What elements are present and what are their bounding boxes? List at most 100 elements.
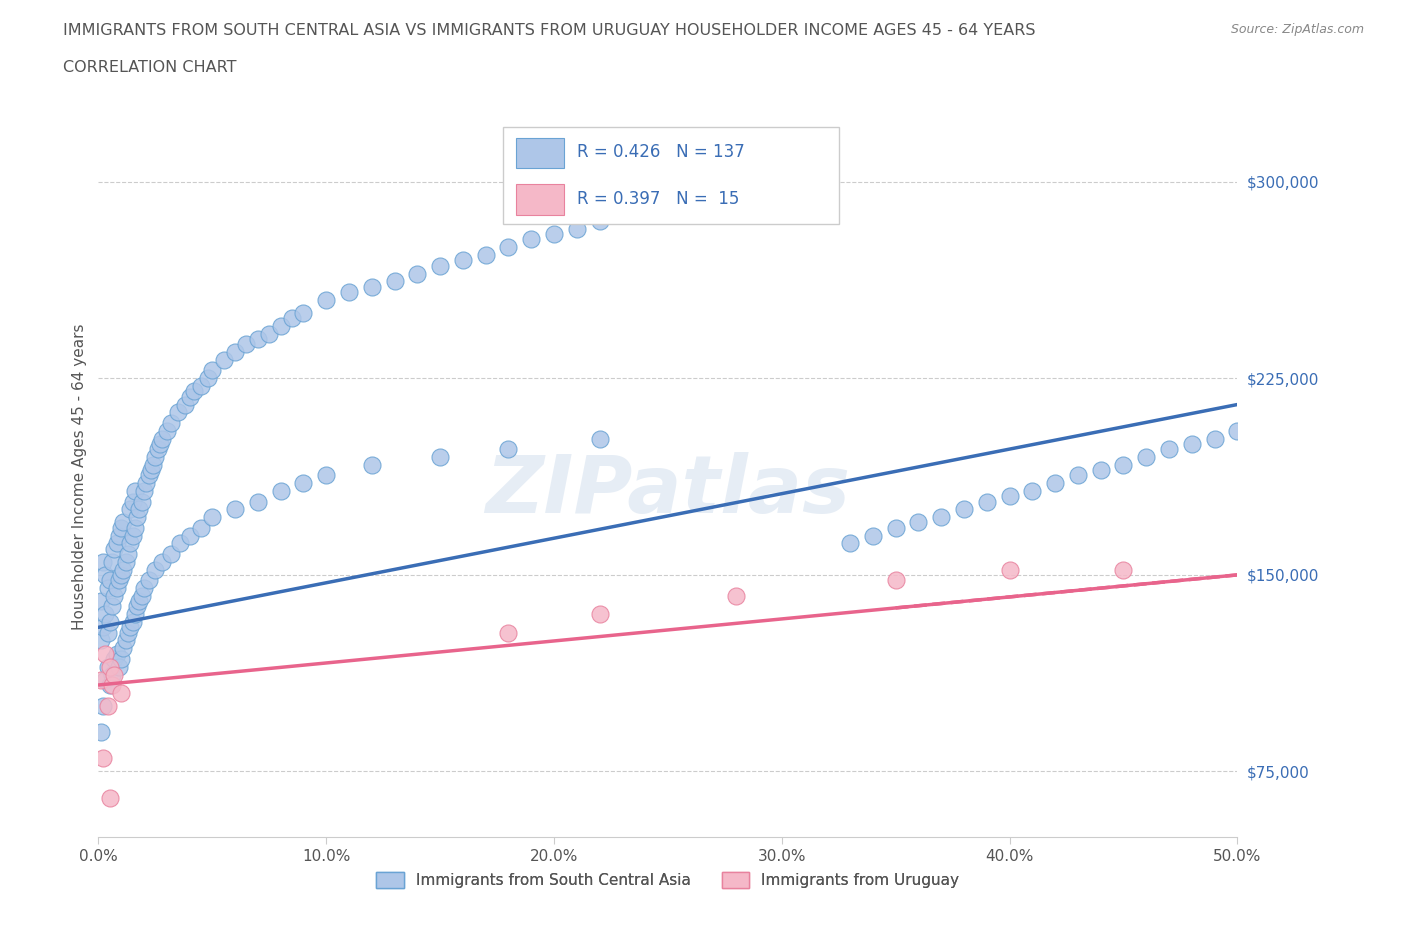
Point xyxy=(270,318,292,333)
Point xyxy=(588,606,610,621)
Point xyxy=(474,247,496,262)
Point xyxy=(98,678,121,693)
Point xyxy=(725,174,748,189)
Point xyxy=(498,625,520,640)
Point xyxy=(120,502,142,517)
Point xyxy=(90,672,112,687)
Point xyxy=(105,536,128,551)
Point xyxy=(124,520,146,535)
Point xyxy=(429,449,451,464)
Point xyxy=(132,484,155,498)
Point xyxy=(884,573,907,588)
Point xyxy=(167,405,190,419)
Point xyxy=(1090,462,1112,477)
FancyBboxPatch shape xyxy=(503,127,839,224)
Point xyxy=(121,528,143,543)
Point xyxy=(1021,484,1043,498)
Point xyxy=(543,227,565,242)
Point xyxy=(96,698,118,713)
Point xyxy=(292,305,315,320)
Point xyxy=(235,337,257,352)
Point xyxy=(160,416,183,431)
Point xyxy=(96,659,118,674)
Point xyxy=(105,580,128,595)
Point xyxy=(657,195,679,210)
Point xyxy=(259,326,281,341)
Point xyxy=(190,520,212,535)
Point xyxy=(179,528,201,543)
Point xyxy=(139,462,162,477)
Text: CORRELATION CHART: CORRELATION CHART xyxy=(63,60,236,75)
Point xyxy=(183,384,205,399)
Point xyxy=(815,148,838,163)
Text: Source: ZipAtlas.com: Source: ZipAtlas.com xyxy=(1230,23,1364,36)
Point xyxy=(748,169,770,184)
Point xyxy=(110,520,132,535)
Point xyxy=(1067,468,1090,483)
Point xyxy=(1112,563,1135,578)
Point xyxy=(114,633,136,648)
Point xyxy=(117,547,139,562)
Point xyxy=(929,510,952,525)
Point xyxy=(94,646,117,661)
Point xyxy=(1135,449,1157,464)
Point xyxy=(612,206,634,220)
Point xyxy=(127,599,149,614)
Point xyxy=(94,672,117,687)
Point xyxy=(112,515,135,530)
Point xyxy=(862,528,884,543)
Point xyxy=(520,232,543,246)
Point xyxy=(94,567,117,582)
Point xyxy=(998,563,1021,578)
Point xyxy=(117,625,139,640)
Text: IMMIGRANTS FROM SOUTH CENTRAL ASIA VS IMMIGRANTS FROM URUGUAY HOUSEHOLDER INCOME: IMMIGRANTS FROM SOUTH CENTRAL ASIA VS IM… xyxy=(63,23,1036,38)
Point xyxy=(315,468,337,483)
Point xyxy=(498,442,520,457)
Point xyxy=(90,593,112,608)
Point xyxy=(101,599,124,614)
Point xyxy=(101,667,124,682)
Point xyxy=(149,436,172,451)
FancyBboxPatch shape xyxy=(516,139,564,168)
Point xyxy=(98,790,121,805)
Point xyxy=(103,667,125,682)
Point xyxy=(212,352,235,367)
FancyBboxPatch shape xyxy=(516,184,564,215)
Point xyxy=(150,432,173,446)
Point xyxy=(384,274,406,289)
Point xyxy=(1226,423,1249,438)
Point xyxy=(634,201,657,216)
Point xyxy=(98,659,121,674)
Point xyxy=(679,188,702,203)
Point xyxy=(702,179,724,194)
Point xyxy=(145,563,167,578)
Point xyxy=(770,161,793,176)
Point xyxy=(121,615,143,630)
Point xyxy=(1043,476,1066,491)
Point xyxy=(110,651,132,666)
Point xyxy=(197,371,219,386)
Point xyxy=(976,494,998,509)
Point xyxy=(150,554,173,569)
Point xyxy=(114,554,136,569)
Point xyxy=(337,285,360,299)
Point xyxy=(201,363,224,378)
Point xyxy=(246,494,269,509)
Point xyxy=(292,476,315,491)
Point xyxy=(96,580,118,595)
Point xyxy=(101,678,124,693)
Point xyxy=(131,589,153,604)
Point xyxy=(142,458,165,472)
Text: ZIPatlas: ZIPatlas xyxy=(485,452,851,530)
Point xyxy=(498,240,520,255)
Point xyxy=(101,554,124,569)
Point xyxy=(953,502,976,517)
Point xyxy=(127,510,149,525)
Point xyxy=(112,641,135,656)
Point xyxy=(90,633,112,648)
Point xyxy=(98,573,121,588)
Point xyxy=(132,580,155,595)
Point xyxy=(725,589,748,604)
Point xyxy=(98,615,121,630)
Point xyxy=(121,494,143,509)
